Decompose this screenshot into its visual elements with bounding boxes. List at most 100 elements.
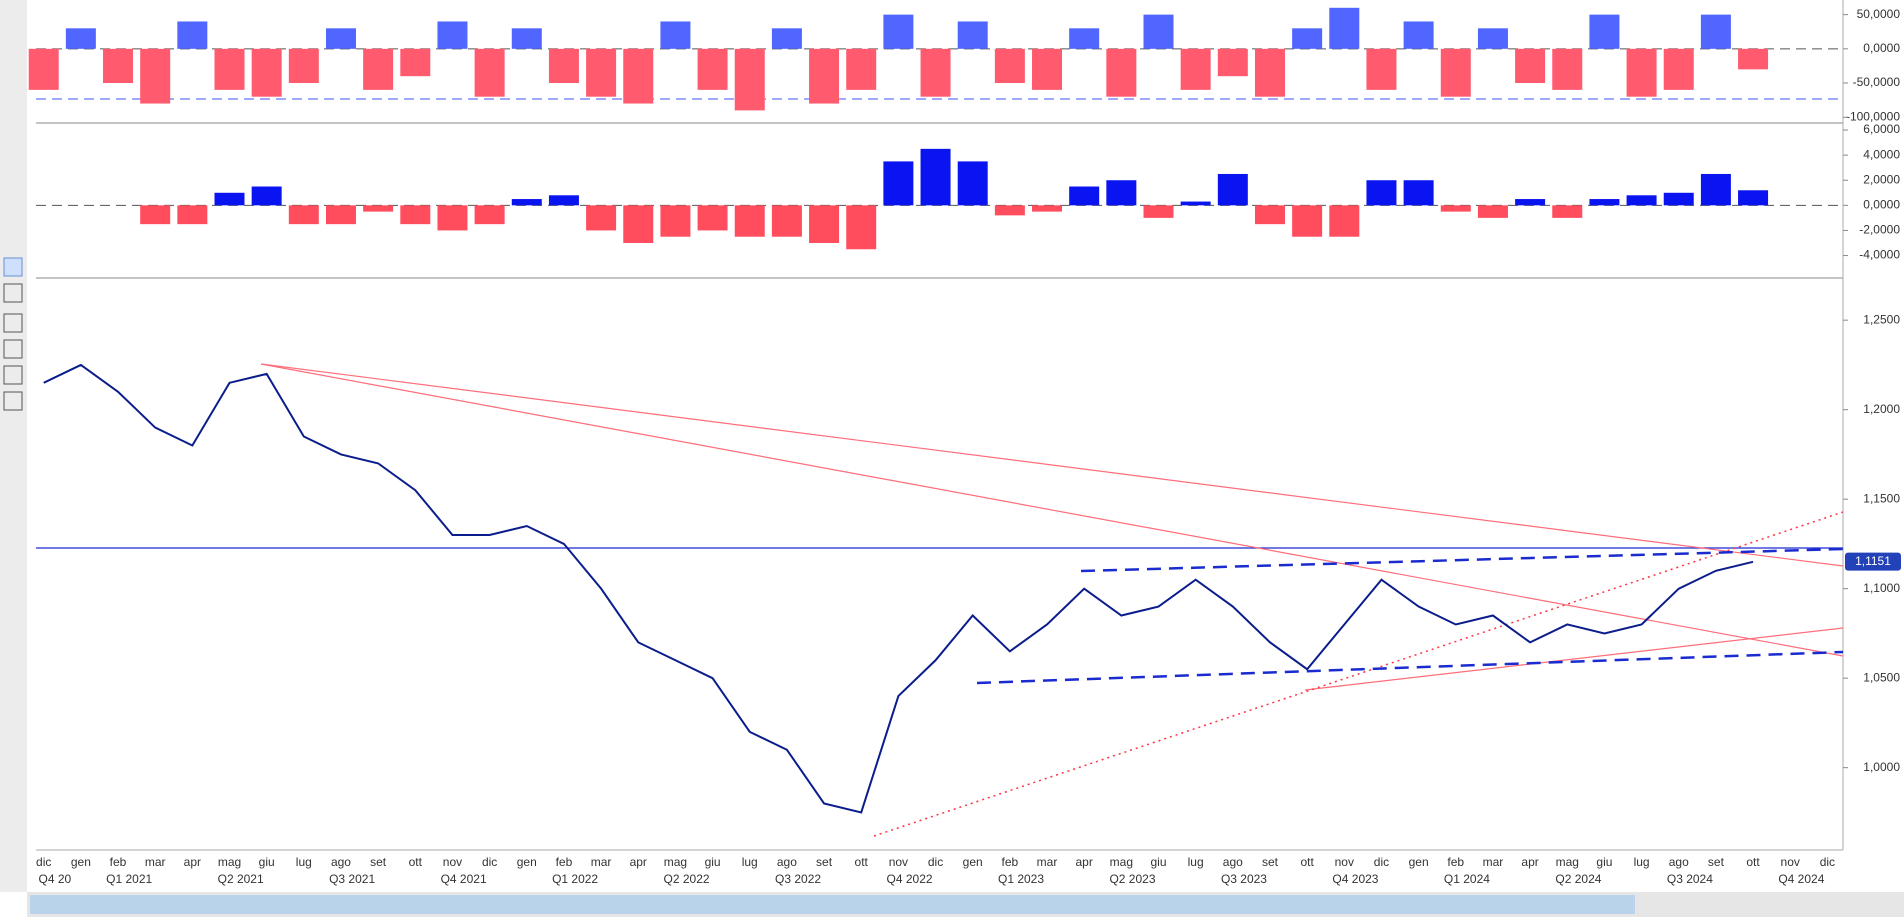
x-tick-label: nov xyxy=(443,855,462,869)
histogram-bar xyxy=(548,48,579,84)
histogram-bar xyxy=(1552,205,1583,218)
y-tick-label: 2,0000 xyxy=(1863,172,1900,186)
x-tick-label: set xyxy=(1708,855,1725,869)
x-tick-label: mag xyxy=(1556,855,1579,869)
trendline xyxy=(260,363,1844,657)
quarter-label: Q2 2023 xyxy=(1109,872,1155,886)
x-tick-label: set xyxy=(370,855,387,869)
histogram-bar xyxy=(1700,173,1731,206)
histogram-bar xyxy=(214,192,245,206)
x-tick-label: nov xyxy=(1781,855,1800,869)
histogram-bar xyxy=(734,205,765,237)
x-tick-label: nov xyxy=(1335,855,1354,869)
quarter-label: Q4 20 xyxy=(38,872,71,886)
histogram-bar xyxy=(1515,199,1546,206)
x-tick-label: mar xyxy=(1037,855,1058,869)
y-tick-label: -50,0000 xyxy=(1853,75,1901,89)
histogram-bar xyxy=(660,21,691,49)
x-tick-label: ago xyxy=(331,855,351,869)
histogram-bar xyxy=(400,48,431,77)
scrollbar-thumb[interactable] xyxy=(30,895,1635,914)
histogram-bar xyxy=(1403,180,1434,206)
x-tick-label: gen xyxy=(71,855,91,869)
histogram-bar xyxy=(809,48,840,104)
vline-tool[interactable] xyxy=(3,365,23,385)
histogram-bar xyxy=(920,48,951,97)
quarter-label: Q4 2024 xyxy=(1778,872,1824,886)
histogram-bar xyxy=(660,205,691,237)
histogram-bar xyxy=(994,48,1025,84)
y-tick-label: 1,1000 xyxy=(1863,581,1900,595)
x-tick-label: set xyxy=(1262,855,1279,869)
x-tick-label: mar xyxy=(1483,855,1504,869)
hline-tool[interactable] xyxy=(3,339,23,359)
histogram-bar xyxy=(1329,7,1360,49)
quarter-label: Q1 2023 xyxy=(998,872,1044,886)
histogram-bar xyxy=(586,48,617,97)
histogram-bar xyxy=(474,205,505,225)
x-tick-label: mar xyxy=(145,855,166,869)
histogram-bar xyxy=(1738,48,1769,70)
histogram-bar xyxy=(140,205,171,225)
histogram-bar xyxy=(1032,205,1063,212)
histogram-bar xyxy=(1254,205,1285,225)
histogram-bar xyxy=(734,48,765,111)
fib-tool[interactable] xyxy=(3,391,23,411)
histogram-bar xyxy=(1329,205,1360,237)
y-tick-label: -4,0000 xyxy=(1859,248,1900,262)
toolbar-icons xyxy=(3,257,23,411)
histogram-bar xyxy=(1589,14,1620,49)
cursor-tool[interactable] xyxy=(3,257,23,277)
toolbar xyxy=(0,0,27,892)
histogram-bar xyxy=(771,28,802,49)
x-tick-label: apr xyxy=(1076,855,1093,869)
histogram-bar xyxy=(363,48,394,90)
y-tick-label: 1,0000 xyxy=(1863,760,1900,774)
x-tick-label: apr xyxy=(184,855,201,869)
x-tick-label: lug xyxy=(742,855,758,869)
histogram-bar xyxy=(1738,190,1769,206)
quarter-label: Q4 2021 xyxy=(441,872,487,886)
x-tick-label: gen xyxy=(963,855,983,869)
x-tick-label: lug xyxy=(1634,855,1650,869)
x-tick-label: dic xyxy=(1820,855,1835,869)
channel-line xyxy=(1080,547,1844,573)
histogram-bar xyxy=(883,14,914,49)
histogram-bar xyxy=(437,205,468,231)
x-tick-label: mar xyxy=(591,855,612,869)
histogram-bar xyxy=(177,21,208,49)
histogram-bar xyxy=(1180,201,1211,206)
x-tick-label: lug xyxy=(296,855,312,869)
histogram-bar xyxy=(697,205,728,231)
histogram-bar xyxy=(65,28,96,49)
y-tick-label: -100,0000 xyxy=(1846,109,1900,123)
x-tick-label: gen xyxy=(1409,855,1429,869)
histogram-bar xyxy=(1292,205,1323,237)
histogram-bar xyxy=(1069,28,1100,49)
y-tick-label: 6,0000 xyxy=(1863,122,1900,136)
x-tick-label: dic xyxy=(482,855,497,869)
histogram-bar xyxy=(325,28,356,49)
histogram-bar xyxy=(511,28,542,49)
y-tick-label: 50,0000 xyxy=(1857,7,1901,21)
x-tick-label: ago xyxy=(777,855,797,869)
quarter-label: Q3 2024 xyxy=(1667,872,1713,886)
histogram-bar xyxy=(1403,21,1434,49)
x-tick-label: dic xyxy=(1374,855,1389,869)
histogram-bar xyxy=(288,205,319,225)
line-tool[interactable] xyxy=(3,313,23,333)
histogram-bar xyxy=(437,21,468,49)
histogram-bar xyxy=(1552,48,1583,90)
trendline xyxy=(260,363,1844,567)
x-tick-label: ott xyxy=(855,855,869,869)
histogram-bar xyxy=(957,161,988,206)
histogram-bar xyxy=(400,205,431,225)
quarter-label: Q4 2022 xyxy=(887,872,933,886)
price-tag-label: 1,1151 xyxy=(1855,554,1891,568)
cross-tool[interactable] xyxy=(3,283,23,303)
histogram-bar xyxy=(586,205,617,231)
histogram-bar xyxy=(809,205,840,243)
histogram-bar xyxy=(1589,199,1620,206)
